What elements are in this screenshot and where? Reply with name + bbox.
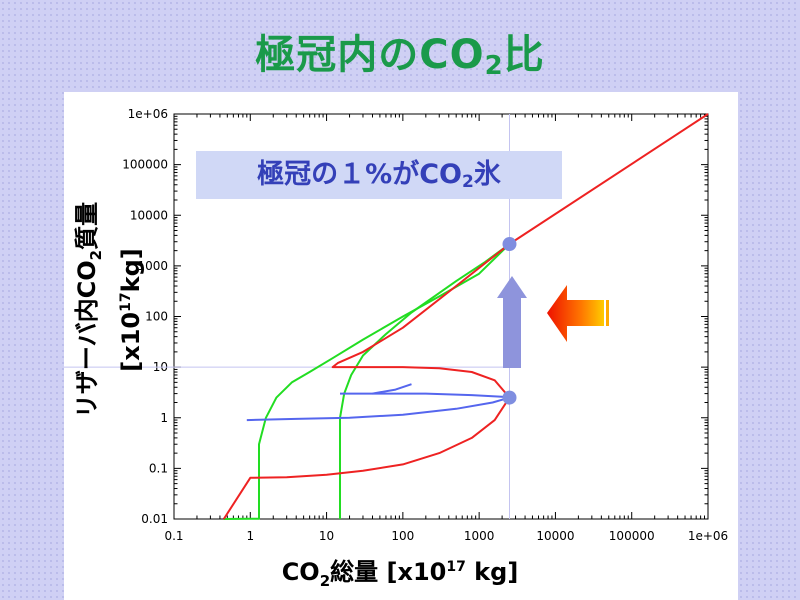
x-tick-label: 0.1 [164, 529, 183, 543]
x-tick-label: 1000 [464, 529, 495, 543]
series-red-line-2 [222, 113, 709, 520]
slide-title: 極冠内のCO2比 [255, 32, 545, 81]
y-tick-label: 1e+06 [128, 107, 168, 121]
callout-box: 極冠の１%がCO2氷 [196, 151, 562, 199]
y-tick-label: 1000 [137, 259, 168, 273]
left-arrow-icon [547, 285, 609, 342]
highlight-marker-1 [502, 390, 517, 405]
x-axis-label: CO2総量 [x1017 kg] [281, 558, 519, 590]
series-green-line-1 [339, 243, 511, 519]
x-tick-label: 100 [391, 529, 414, 543]
x-tick-label: 10000 [536, 529, 574, 543]
y-tick-label: 100000 [122, 158, 168, 172]
y-tick-label: 0.01 [141, 512, 168, 526]
series-blue-line-5 [372, 383, 412, 395]
x-tick-label: 1 [246, 529, 254, 543]
up-arrow [497, 276, 527, 368]
y-axis-label: リザーバ内CO2質量 [x1017kg] [73, 201, 145, 419]
series-blue-line-3 [246, 396, 510, 422]
highlight-marker-0 [502, 237, 517, 252]
y-tick-label: 10000 [130, 208, 168, 222]
y-tick-label: 1 [160, 411, 168, 425]
y-tick-label: 100 [145, 310, 168, 324]
y-tick-label: 0.1 [149, 461, 168, 475]
x-tick-label: 10 [319, 529, 334, 543]
series-blue-line-4 [340, 392, 510, 399]
x-tick-label: 100000 [609, 529, 655, 543]
series-green-line-0 [223, 243, 511, 520]
x-tick-label: 1e+06 [688, 529, 728, 543]
